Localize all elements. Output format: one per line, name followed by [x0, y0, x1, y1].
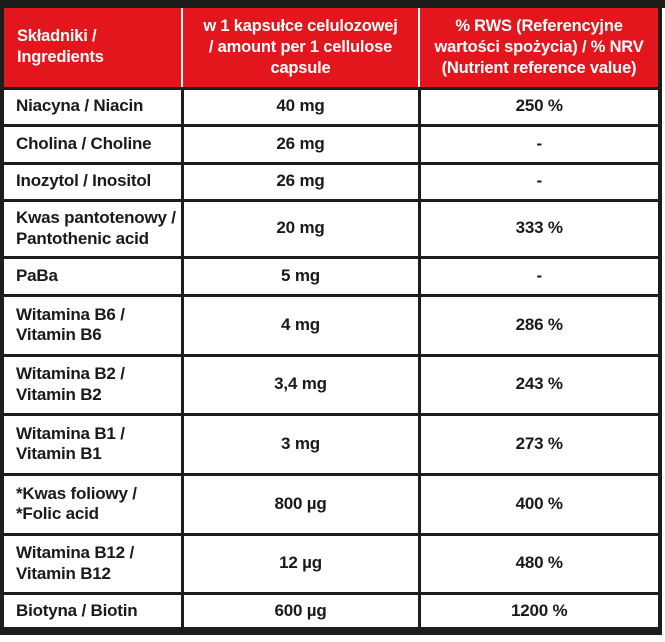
nrv-cell: - [417, 255, 662, 297]
nrv-cell: - [417, 161, 662, 202]
table-row: PaBa 5 mg - [0, 255, 662, 297]
ingredient-cell: Kwas pantotenowy / Pantothenic acid [0, 198, 184, 259]
nrv-cell: 333 % [417, 198, 662, 259]
nrv-cell: 273 % [417, 412, 662, 476]
amount-cell: 3 mg [180, 412, 421, 476]
amount-cell: 3,4 mg [180, 353, 421, 416]
table-row: Witamina B2 / Vitamin B2 3,4 mg 243 % [0, 353, 662, 416]
ingredient-cell: PaBa [0, 255, 184, 297]
ingredient-cell: Niacyna / Niacin [0, 86, 184, 127]
amount-cell: 4 mg [180, 293, 421, 357]
table-row: Niacyna / Niacin 40 mg 250 % [0, 86, 662, 127]
nrv-cell: - [417, 123, 662, 165]
ingredient-cell: Inozytol / Inositol [0, 161, 184, 202]
header-nrv: % RWS (Referencyjne wartości spożycia) /… [418, 8, 660, 90]
nrv-cell: 286 % [417, 293, 662, 357]
ingredient-cell: Witamina B12 / Vitamin B12 [0, 532, 184, 595]
ingredient-cell: Witamina B1 / Vitamin B1 [0, 412, 184, 476]
nrv-cell: 1200 % [417, 591, 662, 633]
table-row: Witamina B1 / Vitamin B1 3 mg 273 % [0, 412, 662, 476]
amount-cell: 600 µg [180, 591, 421, 633]
ingredient-cell: *Kwas foliowy / *Folic acid [0, 472, 184, 536]
table-row: Inozytol / Inositol 26 mg - [0, 161, 662, 202]
table-row: Witamina B12 / Vitamin B12 12 µg 480 % [0, 532, 662, 595]
ingredient-cell: Biotyna / Biotin [0, 591, 184, 633]
table-header: Składniki / Ingredients w 1 kapsułce cel… [2, 8, 660, 90]
table-row: Witamina B6 / Vitamin B6 4 mg 286 % [0, 293, 662, 357]
ingredient-cell: Witamina B2 / Vitamin B2 [0, 353, 184, 416]
table-body: Niacyna / Niacin 40 mg 250 % Cholina / C… [0, 86, 662, 633]
amount-cell: 5 mg [180, 255, 421, 297]
table-row: Kwas pantotenowy / Pantothenic acid 20 m… [0, 198, 662, 259]
ingredient-cell: Witamina B6 / Vitamin B6 [0, 293, 184, 357]
amount-cell: 40 mg [180, 86, 421, 127]
table-row: Cholina / Choline 26 mg - [0, 123, 662, 165]
nrv-cell: 243 % [417, 353, 662, 416]
amount-cell: 26 mg [180, 161, 421, 202]
nutrition-table: Składniki / Ingredients w 1 kapsułce cel… [0, 8, 662, 635]
nrv-cell: 400 % [417, 472, 662, 536]
top-border-bar [0, 0, 665, 8]
header-amount: w 1 kapsułce celulozowej / amount per 1 … [181, 8, 419, 90]
amount-cell: 20 mg [180, 198, 421, 259]
header-row: Składniki / Ingredients w 1 kapsułce cel… [2, 8, 660, 90]
table-row: *Kwas foliowy / *Folic acid 800 µg 400 % [0, 472, 662, 536]
amount-cell: 12 µg [180, 532, 421, 595]
amount-cell: 800 µg [180, 472, 421, 536]
ingredient-cell: Cholina / Choline [0, 123, 184, 165]
nrv-cell: 250 % [417, 86, 662, 127]
amount-cell: 26 mg [180, 123, 421, 165]
nrv-cell: 480 % [417, 532, 662, 595]
header-ingredients: Składniki / Ingredients [2, 8, 182, 90]
table-row: Biotyna / Biotin 600 µg 1200 % [0, 591, 662, 633]
